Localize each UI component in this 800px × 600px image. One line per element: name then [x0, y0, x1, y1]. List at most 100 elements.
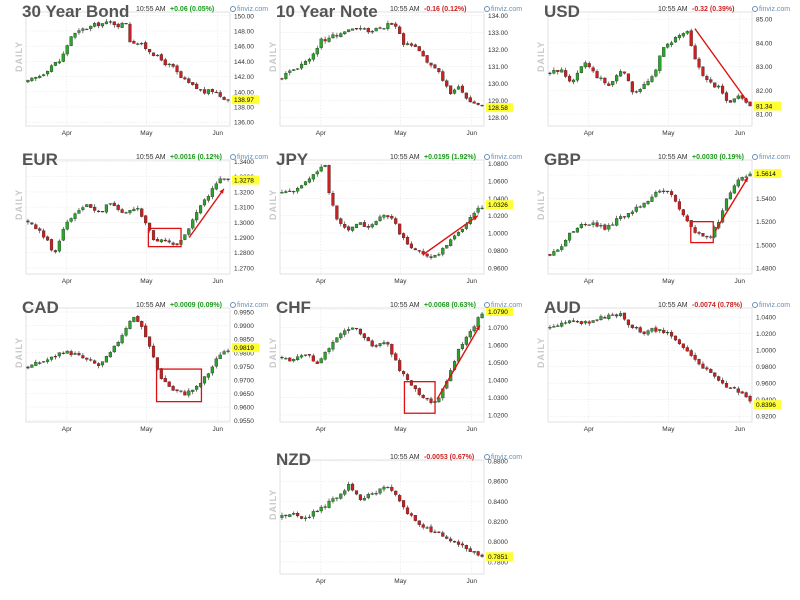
y-tick-label: 1.5200: [756, 219, 776, 226]
candle-down: [315, 360, 319, 364]
candle-down: [374, 344, 378, 349]
candle-up: [284, 189, 288, 194]
x-tick-label: Jun: [213, 278, 224, 285]
y-tick-label: 138.00: [234, 105, 254, 112]
plot-frame: [279, 459, 485, 575]
candle-down: [705, 74, 709, 83]
chart-panel-chf[interactable]: 1.08001.07001.06001.05001.04001.03001.02…: [268, 298, 534, 444]
chart-panel-10-year-note[interactable]: 134.00 133.00 132.00 131.00 130.00 129.00 128.…: [268, 2, 534, 148]
source-link[interactable]: finviz.com: [752, 154, 790, 161]
chart-panel-gbp[interactable]: 1.56001.54001.52001.50001.4800AprMayJun1…: [536, 150, 800, 296]
timestamp: 10:55 AM: [136, 154, 166, 161]
candle-up: [128, 209, 132, 215]
candle-down: [97, 209, 101, 213]
x-tick-label: May: [662, 426, 675, 433]
candle-up: [472, 324, 476, 333]
candle-down: [630, 81, 634, 95]
source-link[interactable]: finviz.com: [484, 154, 522, 161]
candle-up: [26, 79, 30, 84]
x-tick-label: Apr: [316, 130, 327, 137]
source-link[interactable]: finviz.com: [752, 302, 790, 309]
candle-down: [38, 361, 42, 365]
chart-panel-jpy[interactable]: 1.0800 1.0600 1.0400 1.0200 1.0000 0.9800 0.96…: [268, 150, 534, 296]
candle-down: [685, 345, 689, 352]
candles: [548, 311, 752, 404]
y-tick-label: 85.00: [756, 17, 773, 24]
candle-down: [548, 253, 552, 257]
chart-panel-cad[interactable]: 0.9950 0.9900 0.9850 0.9800 0.9750 0.9700 0.96…: [14, 298, 280, 444]
candle-up: [124, 326, 128, 337]
candle-up: [370, 491, 374, 496]
candle-down: [26, 365, 30, 370]
highlight-box: [155, 368, 203, 403]
candle-up: [571, 230, 576, 233]
candle-up: [42, 360, 46, 363]
candle-down: [112, 21, 116, 28]
timestamp: 10:55 AM: [390, 6, 420, 13]
last-price-label: 1.0326: [488, 202, 508, 209]
chart-panel-aud[interactable]: 1.04001.02001.00000.98000.96000.94000.92…: [536, 298, 800, 444]
chart-panel-30-year-bond[interactable]: 150.00 148.00 146.00 144.00 142.00 140.00 138.…: [14, 2, 280, 148]
source-link[interactable]: finviz.com: [484, 6, 522, 13]
candle-up: [662, 47, 666, 57]
candle-up: [564, 239, 568, 247]
source-link[interactable]: finviz.com: [484, 302, 522, 309]
source-icon: [230, 6, 236, 12]
candle-up: [323, 164, 327, 168]
candle-down: [464, 92, 468, 100]
y-tick-label: 144.00: [234, 59, 254, 66]
highlight-box: [147, 227, 182, 248]
candle-down: [347, 225, 351, 232]
candle-down: [116, 203, 120, 212]
chart-panel-nzd[interactable]: 0.8800 0.8600 0.8400 0.8200 0.8000 0.7800 Apr M…: [268, 450, 534, 596]
candle-down: [218, 90, 222, 99]
chart-panel-eur[interactable]: 1.34001.33001.32001.31001.30001.29001.28…: [14, 150, 280, 296]
candle-down: [81, 353, 85, 359]
candle-down: [405, 505, 410, 515]
source-link[interactable]: finviz.com: [230, 302, 268, 309]
y-axis-label: DAILY: [268, 40, 278, 72]
candle-down: [179, 390, 183, 393]
source-link[interactable]: finviz.com: [230, 6, 268, 13]
source-link[interactable]: finviz.com: [230, 154, 268, 161]
candle-up: [226, 98, 230, 103]
source-link[interactable]: finviz.com: [484, 454, 522, 461]
candle-up: [670, 40, 674, 48]
candle-up: [732, 98, 736, 103]
candle-up: [69, 217, 73, 223]
candle-up: [311, 509, 315, 520]
candle-down: [607, 81, 611, 87]
candle-down: [151, 52, 156, 57]
candle-up: [615, 215, 619, 227]
candle-down: [476, 102, 480, 106]
chart-panel-usd[interactable]: 85.00 84.00 83.00 82.00 81.00 Apr May Jun 81.34 U…: [536, 2, 800, 148]
x-tick-label: May: [394, 130, 407, 137]
candle-up: [38, 74, 42, 79]
source-link[interactable]: finviz.com: [752, 6, 790, 13]
candle-down: [721, 83, 725, 95]
candle-up: [307, 176, 311, 184]
candle-up: [347, 481, 351, 492]
candle-down: [394, 216, 398, 226]
candle-up: [191, 389, 195, 395]
y-tick-label: 131.00: [488, 64, 508, 71]
candle-up: [642, 202, 646, 209]
x-tick-label: May: [394, 278, 407, 285]
candle-up: [112, 345, 116, 353]
candle-up: [685, 30, 689, 36]
candle-down: [167, 381, 171, 387]
timestamp: 10:55 AM: [390, 154, 420, 161]
candle-up: [347, 326, 351, 334]
candle-up: [292, 511, 296, 516]
candle-up: [728, 190, 732, 200]
candle-up: [210, 365, 214, 376]
candle-down: [49, 238, 54, 252]
candle-down: [595, 319, 599, 322]
candle-down: [445, 79, 449, 89]
candle-up: [583, 320, 587, 326]
y-tick-label: 1.3100: [234, 205, 254, 212]
candle-down: [163, 375, 167, 383]
x-tick-label: Apr: [584, 278, 595, 285]
x-tick-label: Jun: [735, 130, 746, 137]
candle-up: [323, 351, 327, 361]
